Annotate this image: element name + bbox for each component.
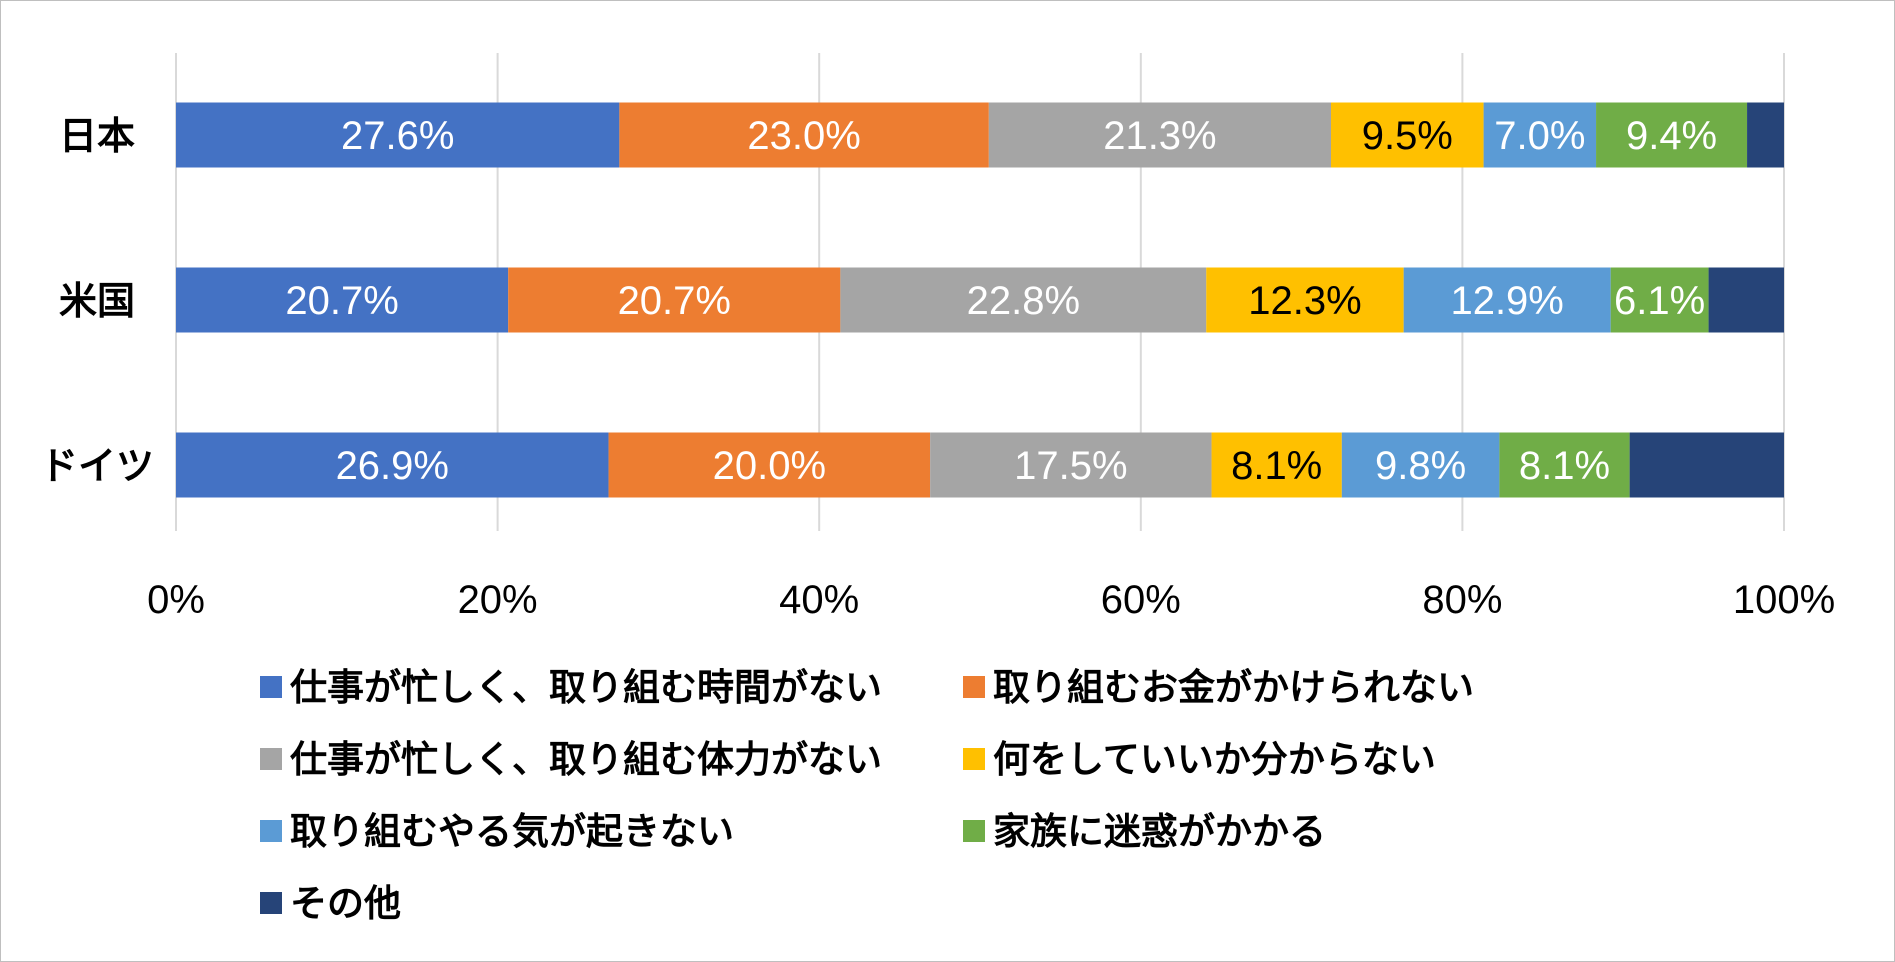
legend-swatch xyxy=(260,676,282,698)
data-label: 12.3% xyxy=(1248,279,1361,323)
bar-segment xyxy=(1403,267,1611,333)
x-tick-label: 0% xyxy=(147,578,205,622)
bar-segment xyxy=(1610,267,1709,333)
data-labels: 27.6% 23.0% 21.3% 9.5% 7.0% 9.4% 20.7% 20.7% 22.… xyxy=(285,114,1717,488)
bar-segment xyxy=(988,102,1331,168)
bar-segment xyxy=(508,267,841,333)
bar-segment xyxy=(840,267,1207,333)
bar-segment xyxy=(1708,267,1784,333)
legend-label: 仕事が忙しく、取り組む体力がない xyxy=(290,738,882,781)
category-label: 米国 xyxy=(59,279,135,323)
data-label: 9.4% xyxy=(1626,114,1717,158)
x-tick-label: 40% xyxy=(779,578,859,622)
legend-label: 取り組むお金がかけられない xyxy=(993,666,1474,709)
legend-swatch xyxy=(260,748,282,770)
bars xyxy=(176,102,1784,498)
data-label: 20.7% xyxy=(618,279,731,323)
data-label: 20.0% xyxy=(713,444,826,488)
data-label: 20.7% xyxy=(285,279,398,323)
bar-segment xyxy=(176,267,509,333)
data-label: 8.1% xyxy=(1231,444,1322,488)
bar-segment xyxy=(1499,432,1630,498)
bar-segment xyxy=(1747,102,1784,168)
bar-segment xyxy=(619,102,989,168)
data-label: 9.8% xyxy=(1375,444,1466,488)
x-tick-label: 20% xyxy=(458,578,538,622)
bar-segment xyxy=(1206,267,1404,333)
legend-label: 仕事が忙しく、取り組む時間がない xyxy=(290,666,882,709)
category-label: ドイツ xyxy=(40,444,154,488)
bar-segment xyxy=(1211,432,1342,498)
data-label: 22.8% xyxy=(967,279,1080,323)
legend-swatch xyxy=(260,892,282,914)
legend-swatch xyxy=(260,820,282,842)
data-label: 27.6% xyxy=(341,114,454,158)
bar-segment xyxy=(930,432,1212,498)
legend-label: 家族に迷惑がかかる xyxy=(993,810,1326,853)
x-axis-ticks: 0% 20% 40% 60% 80% 100% xyxy=(147,578,1835,622)
data-label: 17.5% xyxy=(1014,444,1127,488)
bar-segment xyxy=(1483,102,1597,168)
bar-segment xyxy=(176,102,620,168)
data-label: 23.0% xyxy=(747,114,860,158)
legend-swatch xyxy=(963,676,985,698)
x-tick-label: 60% xyxy=(1101,578,1181,622)
category-label: 日本 xyxy=(59,114,135,158)
data-label: 12.9% xyxy=(1450,279,1563,323)
data-label: 9.5% xyxy=(1362,114,1453,158)
x-tick-label: 100% xyxy=(1733,578,1835,622)
legend-label: 取り組むやる気が起きない xyxy=(290,810,734,853)
data-label: 7.0% xyxy=(1494,114,1585,158)
bar-segment xyxy=(1330,102,1484,168)
x-tick-label: 80% xyxy=(1422,578,1502,622)
bar-segment xyxy=(176,432,609,498)
bar-segment xyxy=(1341,432,1500,498)
legend: 仕事が忙しく、取り組む時間がない 取り組むお金がかけられない仕事が忙しく、取り組む… xyxy=(260,666,1474,925)
data-label: 26.9% xyxy=(336,444,449,488)
legend-label: その他 xyxy=(290,882,401,925)
bar-segment xyxy=(608,432,931,498)
bar-segment xyxy=(1629,432,1784,498)
legend-label: 何をしていいか分からない xyxy=(993,738,1436,781)
legend-swatch xyxy=(963,748,985,770)
data-label: 8.1% xyxy=(1519,444,1610,488)
data-label: 6.1% xyxy=(1614,279,1705,323)
bar-segment xyxy=(1596,102,1748,168)
legend-swatch xyxy=(963,820,985,842)
data-label: 21.3% xyxy=(1103,114,1216,158)
